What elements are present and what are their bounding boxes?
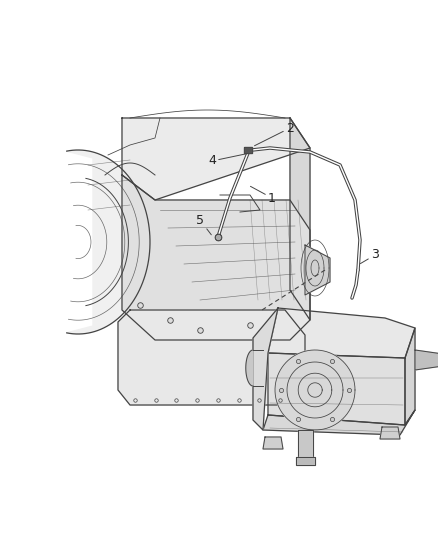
Text: 4: 4 (208, 154, 247, 167)
Polygon shape (122, 175, 310, 340)
Polygon shape (244, 147, 252, 153)
Polygon shape (118, 310, 305, 405)
Text: 2: 2 (254, 122, 294, 146)
Polygon shape (405, 328, 415, 425)
Polygon shape (246, 350, 253, 386)
Text: 1: 1 (251, 187, 276, 205)
Polygon shape (122, 118, 310, 200)
Polygon shape (290, 118, 310, 320)
Polygon shape (296, 457, 315, 465)
Polygon shape (263, 410, 415, 435)
Polygon shape (263, 437, 283, 449)
Polygon shape (268, 308, 415, 358)
Polygon shape (298, 430, 313, 460)
Polygon shape (253, 308, 278, 430)
Polygon shape (67, 150, 150, 334)
Polygon shape (268, 353, 405, 425)
Text: 5: 5 (196, 214, 211, 235)
Polygon shape (305, 245, 330, 295)
Text: 3: 3 (360, 248, 379, 264)
Polygon shape (415, 350, 438, 370)
Polygon shape (380, 427, 400, 439)
Polygon shape (275, 350, 355, 430)
